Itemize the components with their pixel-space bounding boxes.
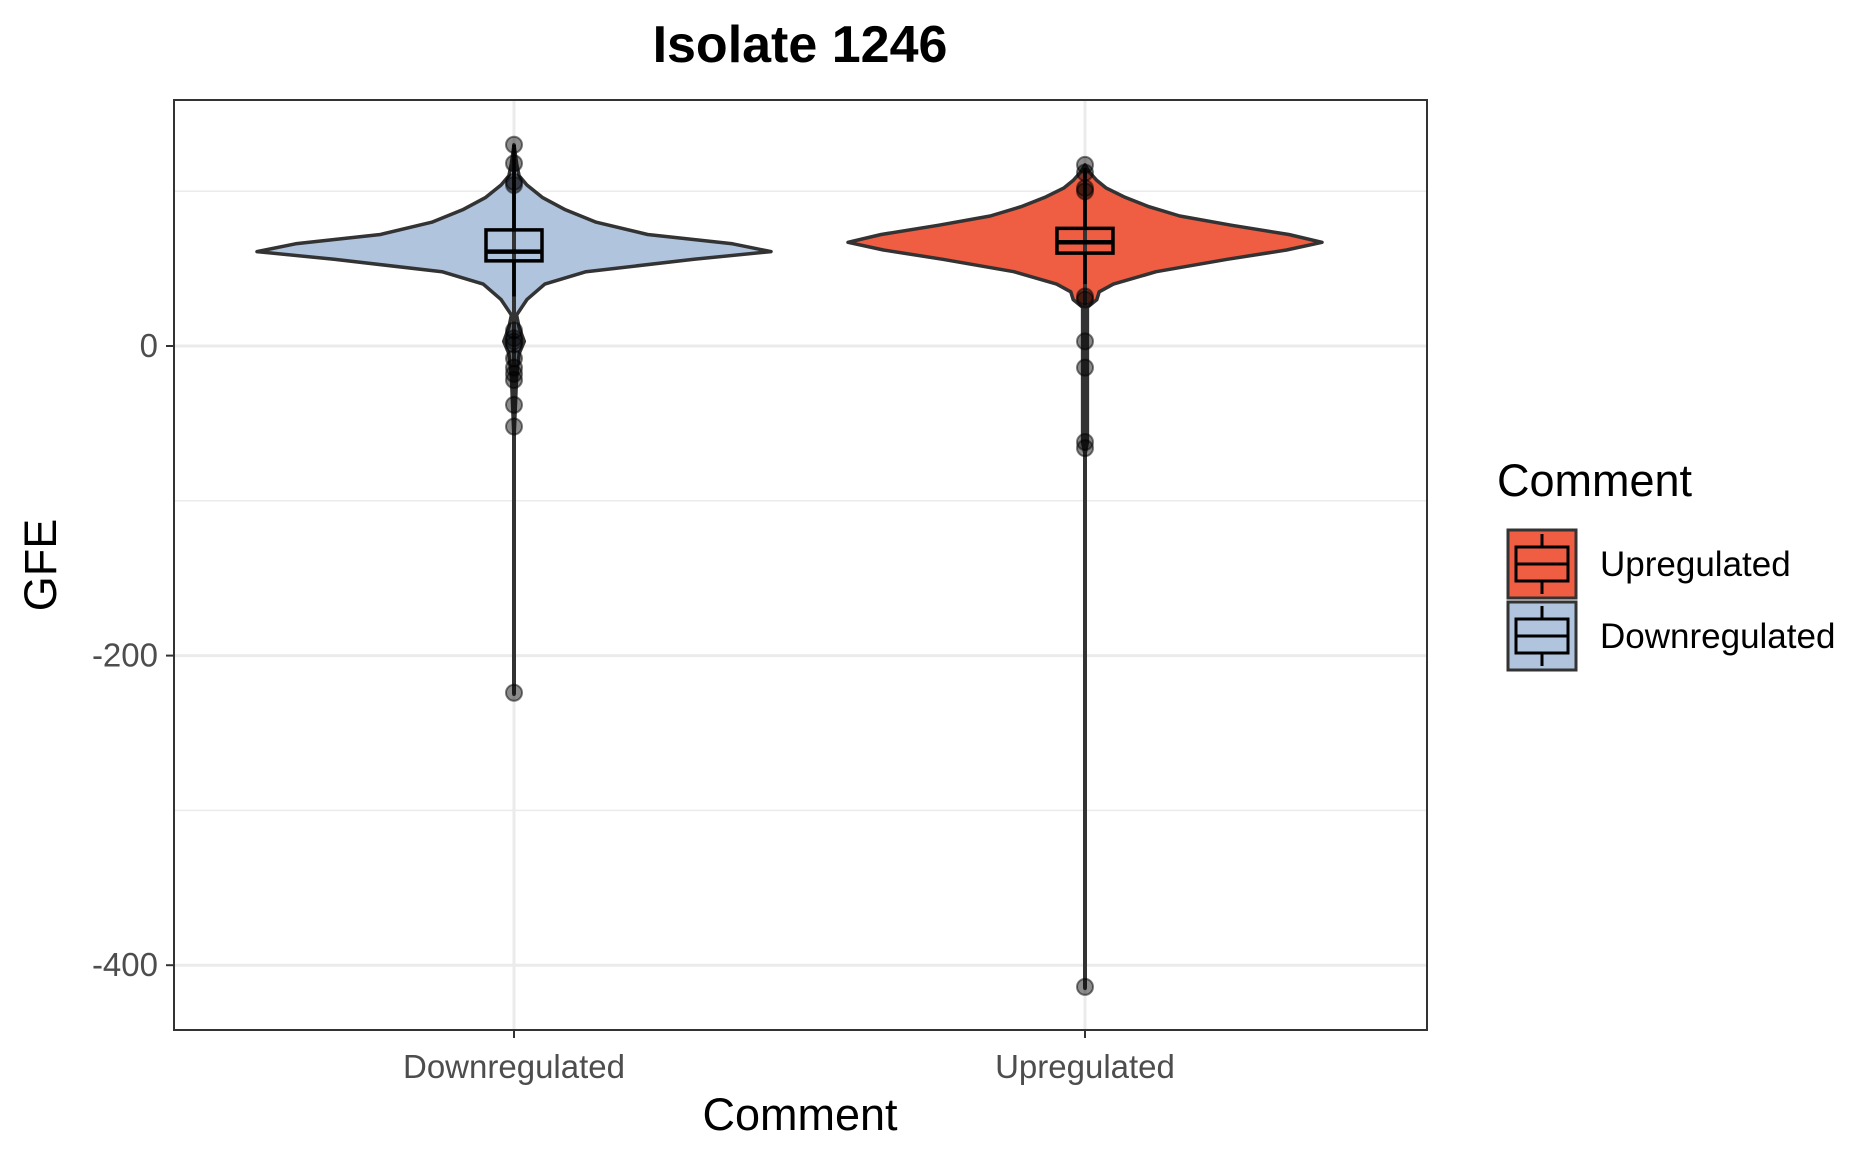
legend-label: Upregulated [1600, 545, 1791, 584]
legend-entry-upregulated: Upregulated [1506, 528, 1791, 600]
data-point [1076, 182, 1094, 201]
data-point [505, 683, 523, 702]
data-point [505, 335, 523, 354]
panel-border [173, 99, 1428, 1031]
data-point [1076, 432, 1094, 451]
data-point [1076, 290, 1094, 309]
legend-entry-downregulated: Downregulated [1506, 600, 1835, 672]
x-tick-label: Upregulated [995, 1048, 1175, 1085]
y-tick-label: -400 [92, 946, 158, 983]
data-point [505, 154, 523, 173]
y-axis: 0 -200 -400 [92, 327, 174, 983]
x-axis: Downregulated Upregulated [403, 1030, 1175, 1085]
data-point [505, 395, 523, 414]
boxplots [484, 144, 1115, 297]
data-point [1076, 977, 1094, 996]
plot-panel [173, 99, 1428, 1031]
data-point [505, 176, 523, 195]
box-iqr [484, 228, 544, 263]
outlier-points [505, 135, 1094, 996]
data-point [505, 358, 523, 377]
y-axis-title: GFE [15, 519, 66, 612]
data-point [1076, 358, 1094, 377]
legend-title: Comment [1497, 455, 1693, 506]
data-point [505, 371, 523, 390]
data-point [1076, 439, 1094, 458]
data-point [1076, 163, 1094, 182]
violins [255, 143, 1324, 991]
data-point [505, 135, 523, 154]
legend: Comment Upregulated Downregulated [1497, 455, 1835, 672]
x-axis-title: Comment [702, 1089, 898, 1140]
x-tick-label: Downregulated [403, 1048, 625, 1085]
legend-label: Downregulated [1600, 617, 1835, 656]
y-tick-label: -200 [92, 637, 158, 674]
data-point [505, 364, 523, 383]
data-point [505, 417, 523, 436]
minor-gridlines [174, 190, 1427, 812]
data-point [1076, 332, 1094, 351]
chart-title: Isolate 1246 [653, 16, 948, 74]
y-tick-label: 0 [140, 327, 158, 364]
